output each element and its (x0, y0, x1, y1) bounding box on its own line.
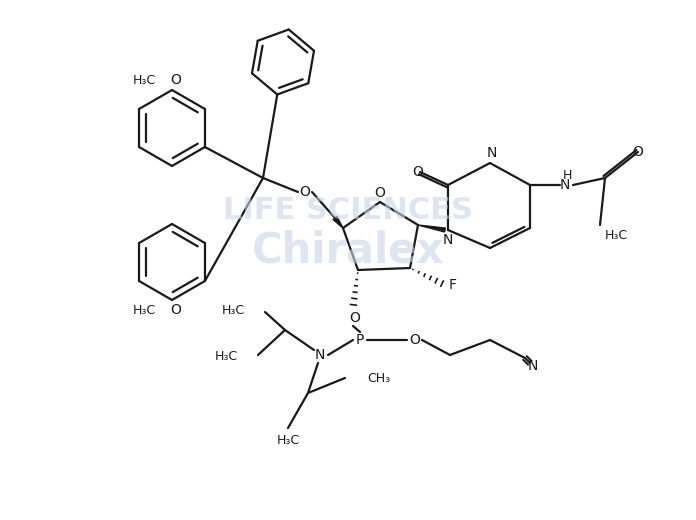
Text: O: O (633, 145, 643, 159)
Text: O: O (171, 303, 182, 317)
Text: N: N (560, 178, 570, 192)
Text: N: N (315, 348, 325, 362)
Text: CH₃: CH₃ (367, 371, 390, 384)
Text: N: N (528, 359, 538, 373)
Text: O: O (299, 185, 310, 199)
Text: O: O (171, 73, 182, 87)
Text: O: O (409, 333, 420, 347)
Text: O: O (349, 311, 361, 325)
Text: O: O (413, 165, 423, 179)
Text: N: N (443, 233, 453, 247)
Text: F: F (449, 278, 457, 292)
Text: H₃C: H₃C (215, 350, 238, 363)
Text: O: O (374, 186, 386, 200)
Polygon shape (333, 216, 343, 228)
Text: N: N (487, 146, 497, 160)
Text: H: H (562, 168, 571, 181)
Text: P: P (356, 333, 364, 347)
Text: Chiralex: Chiralex (252, 229, 444, 271)
Text: H₃C: H₃C (276, 434, 299, 447)
Text: H₃C: H₃C (222, 304, 245, 317)
Text: H₃C: H₃C (133, 304, 156, 317)
Text: LIFE SCIENCES: LIFE SCIENCES (223, 196, 473, 225)
Text: H₃C: H₃C (605, 228, 628, 241)
Polygon shape (418, 225, 445, 232)
Text: H₃C: H₃C (133, 73, 156, 86)
